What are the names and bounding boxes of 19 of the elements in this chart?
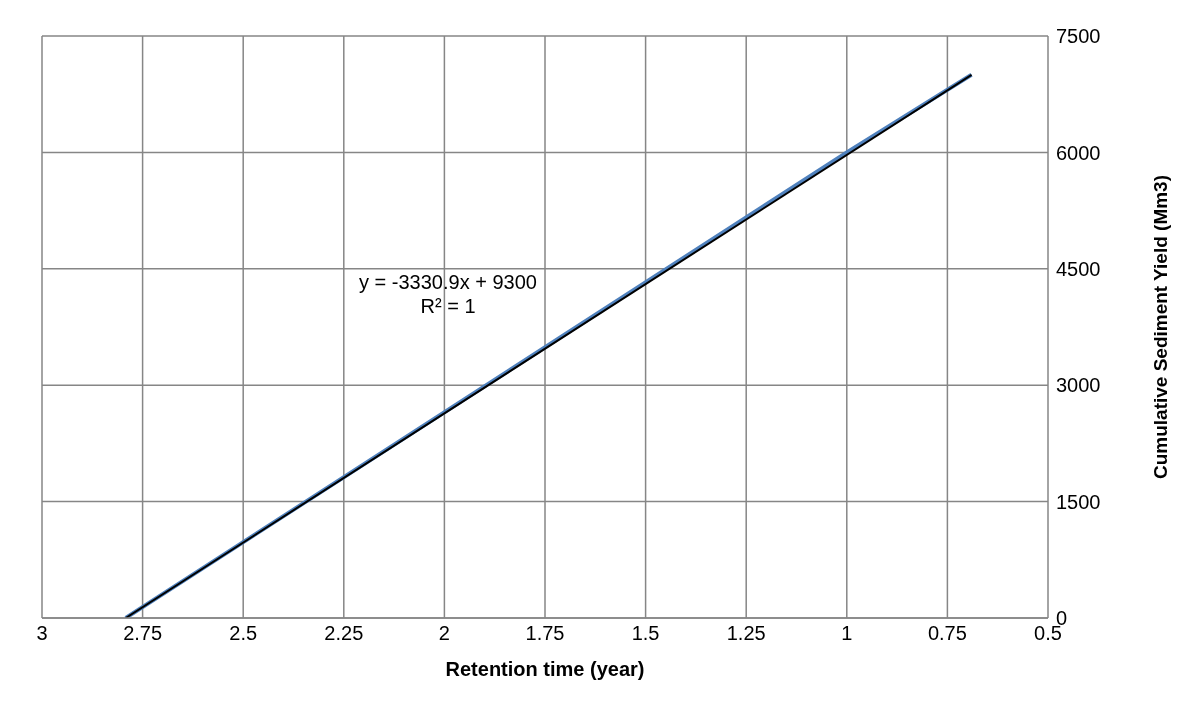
x-tick-label: 1 (841, 622, 853, 645)
annotation: R² = 1 (419, 294, 477, 318)
y-tick-label: 4500 (1056, 257, 1101, 280)
annotation: y = -3330.9x + 9300 (358, 270, 538, 294)
y-tick-label: 6000 (1056, 141, 1101, 164)
x-tick-label: 2.25 (324, 622, 364, 645)
x-tick-label: 2.5 (229, 622, 258, 645)
y-tick-label: 7500 (1056, 25, 1101, 48)
x-axis-title: Retention time (year) (445, 658, 645, 680)
y-tick-label: 3000 (1056, 374, 1101, 397)
x-tick-label: 3 (36, 622, 48, 645)
x-tick-label: 1.25 (726, 622, 766, 645)
y-tick-label: 1500 (1056, 490, 1101, 513)
x-tick-label: 2.75 (123, 622, 163, 645)
x-tick-label: 1.75 (525, 622, 565, 645)
x-tick-label: 2 (438, 622, 450, 645)
x-tick-label: 1.5 (631, 622, 660, 645)
y-axis-title: Cumulative Sediment Yield (Mm3) (1149, 174, 1171, 480)
x-tick-label: 0.75 (927, 622, 967, 645)
